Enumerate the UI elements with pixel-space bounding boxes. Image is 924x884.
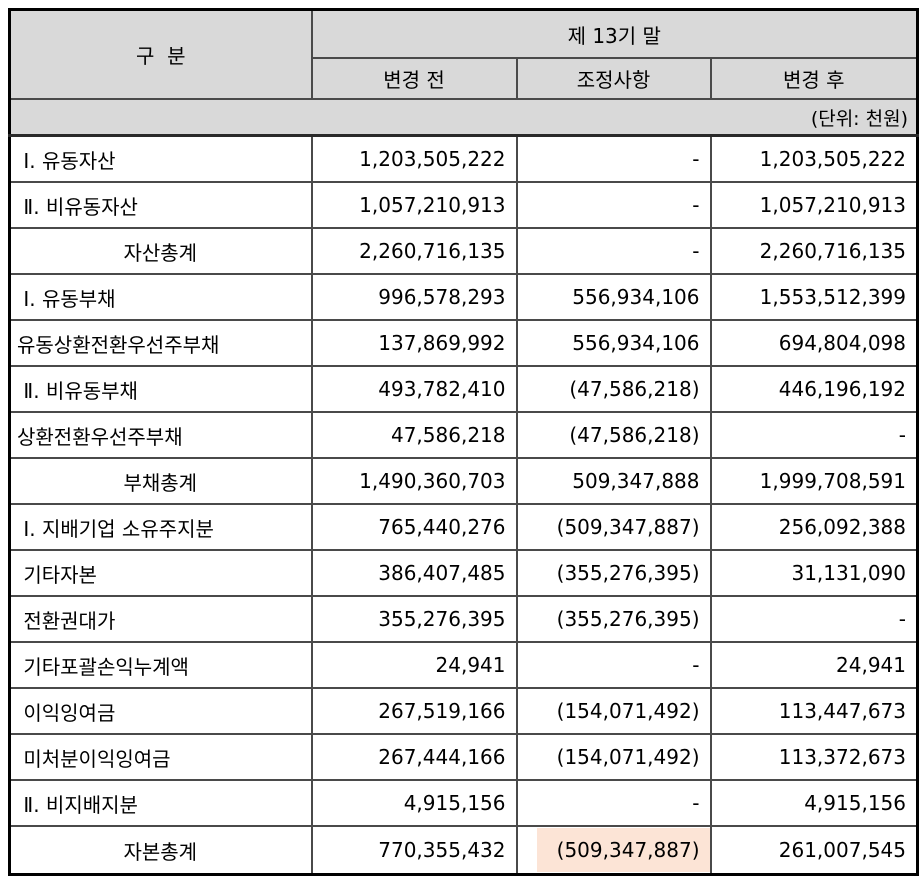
after-value-cell: 256,092,388 <box>709 503 919 551</box>
table-row: Ⅰ. 지배기업 소유주지분 765,440,276 (509,347,887) … <box>8 503 919 551</box>
before-value-cell: 137,869,992 <box>310 319 518 367</box>
row-label-cell: 기타자본 <box>8 549 313 597</box>
row-label-cell: 유동상환전환우선주부채 <box>8 319 313 367</box>
row-label-cell: Ⅱ. 비지배지분 <box>8 779 313 827</box>
before-value-cell: 24,941 <box>310 641 518 689</box>
after-value-cell: 261,007,545 <box>709 825 919 876</box>
adjust-value-cell: - <box>515 779 712 827</box>
column-header-adjustment: 조정사항 <box>515 57 712 100</box>
row-label-cell: 부채총계 <box>8 457 313 505</box>
row-label-cell: Ⅰ. 유동자산 <box>8 134 313 183</box>
header-row-2: 변경 전 조정사항 변경 후 <box>10 57 919 100</box>
after-value-cell: - <box>709 411 919 459</box>
adjust-value-cell-highlighted: (509,347,887) <box>515 825 712 876</box>
adjust-value-cell: 509,347,888 <box>515 457 712 505</box>
row-label-cell: Ⅰ. 지배기업 소유주지분 <box>8 503 313 551</box>
after-value-cell: 113,447,673 <box>709 687 919 735</box>
table-row: Ⅰ. 유동부채 996,578,293 556,934,106 1,553,51… <box>8 273 919 321</box>
table-body: Ⅰ. 유동자산 1,203,505,222 - 1,203,505,222 Ⅱ.… <box>8 134 919 876</box>
adjust-value-cell: 556,934,106 <box>515 273 712 321</box>
adjust-value-cell: (355,276,395) <box>515 549 712 597</box>
after-value-cell: 31,131,090 <box>709 549 919 597</box>
after-value-cell: - <box>709 595 919 643</box>
before-value-cell: 493,782,410 <box>310 365 518 413</box>
table-row: 부채총계 1,490,360,703 509,347,888 1,999,708… <box>8 457 919 505</box>
adjust-value-cell: (154,071,492) <box>515 687 712 735</box>
before-value-cell: 1,057,210,913 <box>310 181 518 229</box>
row-label-cell: 상환전환우선주부채 <box>8 411 313 459</box>
before-value-cell: 47,586,218 <box>310 411 518 459</box>
after-value-cell: 113,372,673 <box>709 733 919 781</box>
after-value-cell: 1,203,505,222 <box>709 134 919 183</box>
row-label-cell: 기타포괄손익누계액 <box>8 641 313 689</box>
after-value-cell: 24,941 <box>709 641 919 689</box>
before-value-cell: 996,578,293 <box>310 273 518 321</box>
after-value-cell: 2,260,716,135 <box>709 227 919 275</box>
unit-row-group: (단위: 천원) <box>8 98 919 137</box>
unit-row: (단위: 천원) <box>8 98 919 137</box>
table-row: 기타포괄손익누계액 24,941 - 24,941 <box>8 641 919 689</box>
before-value-cell: 386,407,485 <box>310 549 518 597</box>
before-value-cell: 1,203,505,222 <box>310 134 518 183</box>
adjust-value-cell: - <box>515 227 712 275</box>
row-label-cell: Ⅰ. 유동부채 <box>8 273 313 321</box>
after-value-cell: 1,553,512,399 <box>709 273 919 321</box>
column-header-before: 변경 전 <box>310 57 518 100</box>
financial-statement-table: (단위: 천원) 구 분 제 13기 말 변경 전 조정사항 변경 후 Ⅰ. 유… <box>8 8 919 876</box>
after-value-cell: 1,999,708,591 <box>709 457 919 505</box>
highlighted-value: (509,347,887) <box>536 828 709 872</box>
table-row: Ⅰ. 유동자산 1,203,505,222 - 1,203,505,222 <box>8 134 919 183</box>
table-row: 자본총계 770,355,432 (509,347,887) 261,007,5… <box>8 825 919 876</box>
adjust-value-cell: (509,347,887) <box>515 503 712 551</box>
row-label-cell: Ⅱ. 비유동자산 <box>8 181 313 229</box>
column-header-after: 변경 후 <box>709 57 919 100</box>
before-value-cell: 765,440,276 <box>310 503 518 551</box>
row-label-cell: 미처분이익잉여금 <box>8 733 313 781</box>
before-value-cell: 4,915,156 <box>310 779 518 827</box>
adjust-value-cell: (47,586,218) <box>515 365 712 413</box>
adjust-value-cell: 556,934,106 <box>515 319 712 367</box>
after-value-cell: 694,804,098 <box>709 319 919 367</box>
before-value-cell: 1,490,360,703 <box>310 457 518 505</box>
column-header-category: 구 분 <box>8 8 313 100</box>
adjust-value-cell: (47,586,218) <box>515 411 712 459</box>
table-row: 이익잉여금 267,519,166 (154,071,492) 113,447,… <box>8 687 919 735</box>
row-label-cell: 이익잉여금 <box>8 687 313 735</box>
unit-label: (단위: 천원) <box>8 98 919 137</box>
table-row: 미처분이익잉여금 267,444,166 (154,071,492) 113,3… <box>8 733 919 781</box>
before-value-cell: 267,444,166 <box>310 733 518 781</box>
table-row: 상환전환우선주부채 47,586,218 (47,586,218) - <box>8 411 919 459</box>
column-group-header-period: 제 13기 말 <box>310 8 919 59</box>
after-value-cell: 1,057,210,913 <box>709 181 919 229</box>
header-row-1: 구 분 제 13기 말 <box>8 8 919 100</box>
table-row: Ⅱ. 비유동부채 493,782,410 (47,586,218) 446,19… <box>8 365 919 413</box>
before-value-cell: 267,519,166 <box>310 687 518 735</box>
adjust-value-cell: (154,071,492) <box>515 733 712 781</box>
table-row: 자산총계 2,260,716,135 - 2,260,716,135 <box>8 227 919 275</box>
row-label-cell: 자산총계 <box>8 227 313 275</box>
adjust-value-cell: (355,276,395) <box>515 595 712 643</box>
after-value-cell: 446,196,192 <box>709 365 919 413</box>
before-value-cell: 770,355,432 <box>310 825 518 876</box>
table-row: 유동상환전환우선주부채 137,869,992 556,934,106 694,… <box>8 319 919 367</box>
row-label-cell: Ⅱ. 비유동부채 <box>8 365 313 413</box>
before-value-cell: 355,276,395 <box>310 595 518 643</box>
after-value-cell: 4,915,156 <box>709 779 919 827</box>
table-header: 구 분 제 13기 말 변경 전 조정사항 변경 후 <box>8 8 919 100</box>
adjust-value-cell: - <box>515 181 712 229</box>
table-row: Ⅱ. 비유동자산 1,057,210,913 - 1,057,210,913 <box>8 181 919 229</box>
adjust-value-cell: - <box>515 641 712 689</box>
before-value-cell: 2,260,716,135 <box>310 227 518 275</box>
row-label-cell: 자본총계 <box>8 825 313 876</box>
table-row: Ⅱ. 비지배지분 4,915,156 - 4,915,156 <box>8 779 919 827</box>
row-label-cell: 전환권대가 <box>8 595 313 643</box>
table-row: 기타자본 386,407,485 (355,276,395) 31,131,09… <box>8 549 919 597</box>
table-row: 전환권대가 355,276,395 (355,276,395) - <box>8 595 919 643</box>
adjust-value-cell: - <box>515 134 712 183</box>
